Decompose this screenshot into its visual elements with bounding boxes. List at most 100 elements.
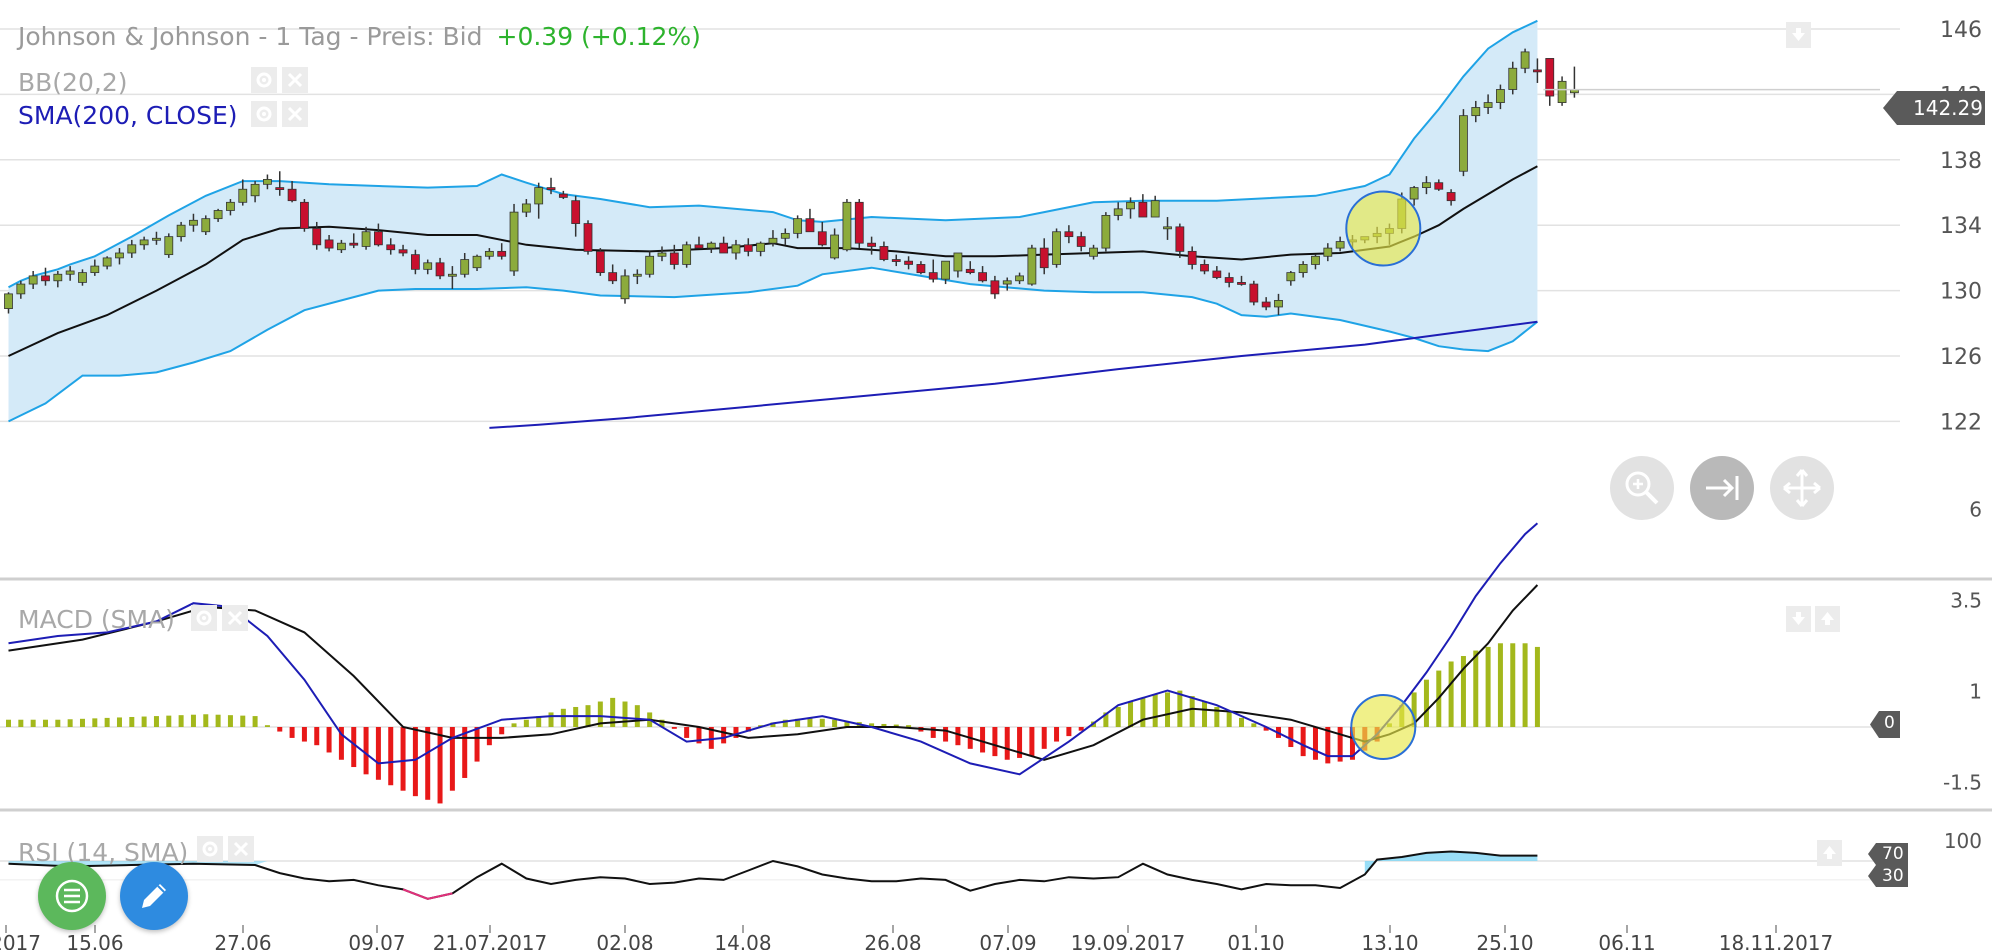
candle: [1076, 231, 1086, 252]
candle: [1496, 84, 1505, 110]
candle: [941, 260, 950, 285]
bb-close-icon[interactable]: [282, 67, 308, 93]
macd-histogram-bar: [1128, 701, 1134, 727]
time-tick-label: 01.10: [1227, 931, 1284, 950]
candle: [805, 208, 815, 233]
candle-body: [300, 201, 309, 229]
sma-close-icon[interactable]: [282, 101, 308, 127]
time-tick-label: 14.08: [714, 931, 771, 950]
candle-body: [65, 270, 75, 275]
bb-settings-icon[interactable]: [251, 67, 277, 93]
candle-body: [780, 232, 790, 239]
macd-histogram-bar: [227, 715, 233, 727]
macd-histogram-bar: [733, 727, 739, 738]
candle: [275, 171, 285, 196]
macd-close-icon[interactable]: [222, 605, 248, 631]
rsi-settings-icon[interactable]: [197, 836, 223, 862]
time-tick-label: 06.11: [1598, 931, 1655, 950]
candle: [657, 246, 667, 262]
candle: [1446, 189, 1456, 206]
macd-histogram-bar: [449, 727, 455, 791]
candle-body: [546, 187, 556, 190]
macd-pane[interactable]: [6, 522, 1540, 804]
price-pane-move-down-icon[interactable]: [1786, 22, 1811, 48]
bb-legend[interactable]: BB(20,2): [18, 68, 128, 97]
candle-body: [509, 211, 519, 272]
macd-histogram-bar: [560, 708, 566, 727]
candle: [965, 261, 975, 275]
list-button[interactable]: [38, 862, 106, 930]
candle-body: [1471, 107, 1481, 117]
macd-tick-label: 3.5: [1950, 589, 1982, 613]
macd-histogram-bar: [708, 727, 714, 749]
candle: [743, 238, 753, 257]
candle: [916, 261, 926, 275]
candle-body: [176, 224, 186, 238]
candle-body: [842, 201, 852, 251]
candle-body: [1200, 264, 1209, 272]
candle: [1409, 185, 1419, 206]
candle-body: [78, 272, 87, 283]
sma-settings-icon[interactable]: [251, 101, 277, 127]
rsi-30-tag: 30: [1868, 865, 1908, 887]
candle-body: [139, 239, 149, 246]
rsi-pane-move-up-icon[interactable]: [1817, 840, 1842, 866]
current-price-tag: 142.29: [1883, 91, 1985, 125]
candle: [1286, 270, 1296, 286]
candle: [571, 195, 581, 237]
candle-body: [941, 260, 950, 280]
macd-histogram-bar: [1054, 727, 1060, 742]
candle: [28, 270, 38, 289]
macd-histogram-bar: [1448, 661, 1454, 727]
macd-histogram-bar: [770, 722, 776, 727]
candle-body: [1002, 280, 1012, 285]
candle: [830, 228, 840, 260]
macd-histogram-bar: [240, 715, 246, 727]
macd-pane-move-down-icon[interactable]: [1786, 606, 1811, 632]
time-tick-label: 02.08: [596, 931, 653, 950]
candle-body: [1249, 283, 1259, 303]
macd-histogram-bar: [388, 727, 394, 786]
candle-body: [423, 262, 433, 270]
macd-pane-move-up-icon[interactable]: [1815, 606, 1840, 632]
macd-histogram-bar: [1165, 692, 1171, 727]
price-pane[interactable]: [4, 19, 1881, 429]
rsi-close-icon[interactable]: [228, 836, 254, 862]
candle: [1113, 202, 1123, 221]
candle-body: [632, 273, 642, 277]
time-tick-label: 6.2017: [0, 931, 41, 950]
candle: [1138, 194, 1148, 218]
macd-histogram-bar: [437, 727, 443, 804]
zoom-in-icon[interactable]: [1610, 456, 1674, 520]
macd-histogram-bar: [1522, 643, 1528, 727]
macd-histogram-bar: [1460, 656, 1466, 727]
candle-body: [1409, 187, 1419, 200]
scroll-to-end-icon[interactable]: [1690, 456, 1754, 520]
macd-histogram-bar: [252, 716, 258, 727]
candle-body: [817, 231, 827, 246]
candle: [1483, 94, 1493, 115]
candle-body: [1286, 272, 1296, 282]
candle-body: [805, 218, 815, 233]
sma-legend[interactable]: SMA(200, CLOSE): [18, 101, 238, 130]
time-tick-label: 19.09.2017: [1071, 931, 1186, 950]
macd-legend[interactable]: MACD (SMA): [18, 605, 175, 634]
bollinger-lower-line: [8, 266, 1539, 423]
candle-body: [731, 244, 741, 254]
drawing-tool-button[interactable]: [120, 862, 188, 930]
macd-tick-label: 1: [1969, 680, 1982, 704]
candle-body: [1483, 102, 1493, 108]
macd-settings-icon[interactable]: [191, 605, 217, 631]
macd-histogram-bar: [1066, 727, 1072, 737]
macd-histogram-bar: [1423, 679, 1429, 727]
macd-histogram-bar: [745, 727, 751, 732]
candle: [300, 199, 309, 232]
candle: [546, 177, 556, 195]
candle: [226, 199, 235, 216]
pan-icon[interactable]: [1770, 456, 1834, 520]
candle-body: [965, 268, 975, 274]
macd-zero-tag: 0: [1870, 711, 1900, 738]
candle-body: [1224, 277, 1234, 283]
candle: [904, 256, 913, 270]
macd-histogram-bar: [807, 717, 813, 727]
